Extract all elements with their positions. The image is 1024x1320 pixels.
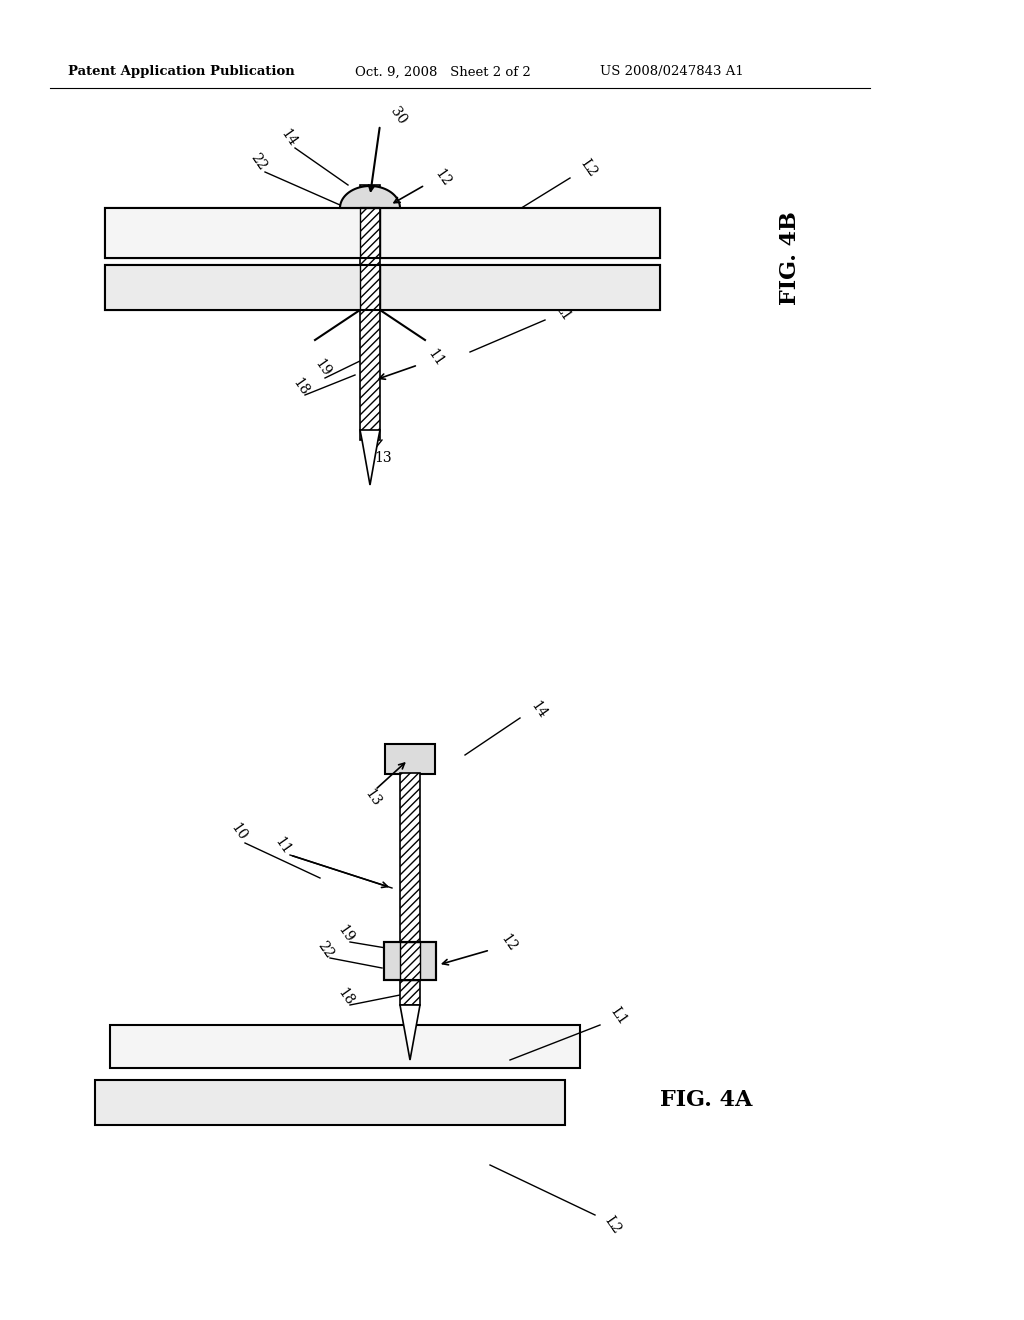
Polygon shape	[360, 430, 380, 484]
Bar	[95, 1080, 565, 1125]
Polygon shape	[340, 186, 400, 209]
Text: 12: 12	[498, 932, 519, 954]
Bar	[400, 774, 420, 979]
Polygon shape	[400, 1005, 420, 1060]
Text: US 2008/0247843 A1: US 2008/0247843 A1	[600, 66, 743, 78]
Bar	[110, 1026, 580, 1068]
FancyBboxPatch shape	[385, 744, 435, 774]
Text: 19: 19	[312, 356, 334, 379]
Text: 19: 19	[335, 923, 356, 945]
Text: FIG. 4B: FIG. 4B	[779, 211, 801, 305]
Text: 30: 30	[388, 104, 410, 127]
Bar	[400, 942, 420, 979]
Text: 14: 14	[278, 127, 300, 149]
Text: 13: 13	[362, 787, 384, 809]
Bar	[105, 209, 660, 257]
Text: 11: 11	[272, 834, 294, 857]
Text: 13: 13	[374, 451, 391, 465]
Text: 22: 22	[248, 150, 269, 173]
Text: Oct. 9, 2008   Sheet 2 of 2: Oct. 9, 2008 Sheet 2 of 2	[355, 66, 530, 78]
Bar	[105, 265, 360, 310]
Text: L2: L2	[602, 1213, 624, 1237]
Bar	[105, 209, 660, 257]
Text: 10: 10	[228, 821, 250, 843]
Bar	[380, 265, 660, 310]
Text: 18: 18	[335, 986, 356, 1008]
Bar	[380, 209, 660, 257]
Text: L1: L1	[552, 301, 573, 323]
Text: 18: 18	[290, 376, 311, 399]
Bar	[384, 942, 436, 979]
Bar	[360, 185, 380, 440]
Text: 12: 12	[432, 166, 454, 189]
Text: L2: L2	[578, 157, 600, 180]
Text: L1: L1	[608, 1005, 630, 1027]
Text: 14: 14	[528, 698, 550, 721]
Bar	[105, 265, 660, 310]
Text: 11: 11	[425, 347, 446, 370]
Text: FIG. 4A: FIG. 4A	[660, 1089, 753, 1111]
Text: 22: 22	[315, 939, 337, 961]
Bar	[105, 209, 360, 257]
Bar	[105, 265, 660, 310]
Bar	[400, 979, 420, 1005]
Bar	[384, 942, 436, 979]
Text: Patent Application Publication: Patent Application Publication	[68, 66, 295, 78]
